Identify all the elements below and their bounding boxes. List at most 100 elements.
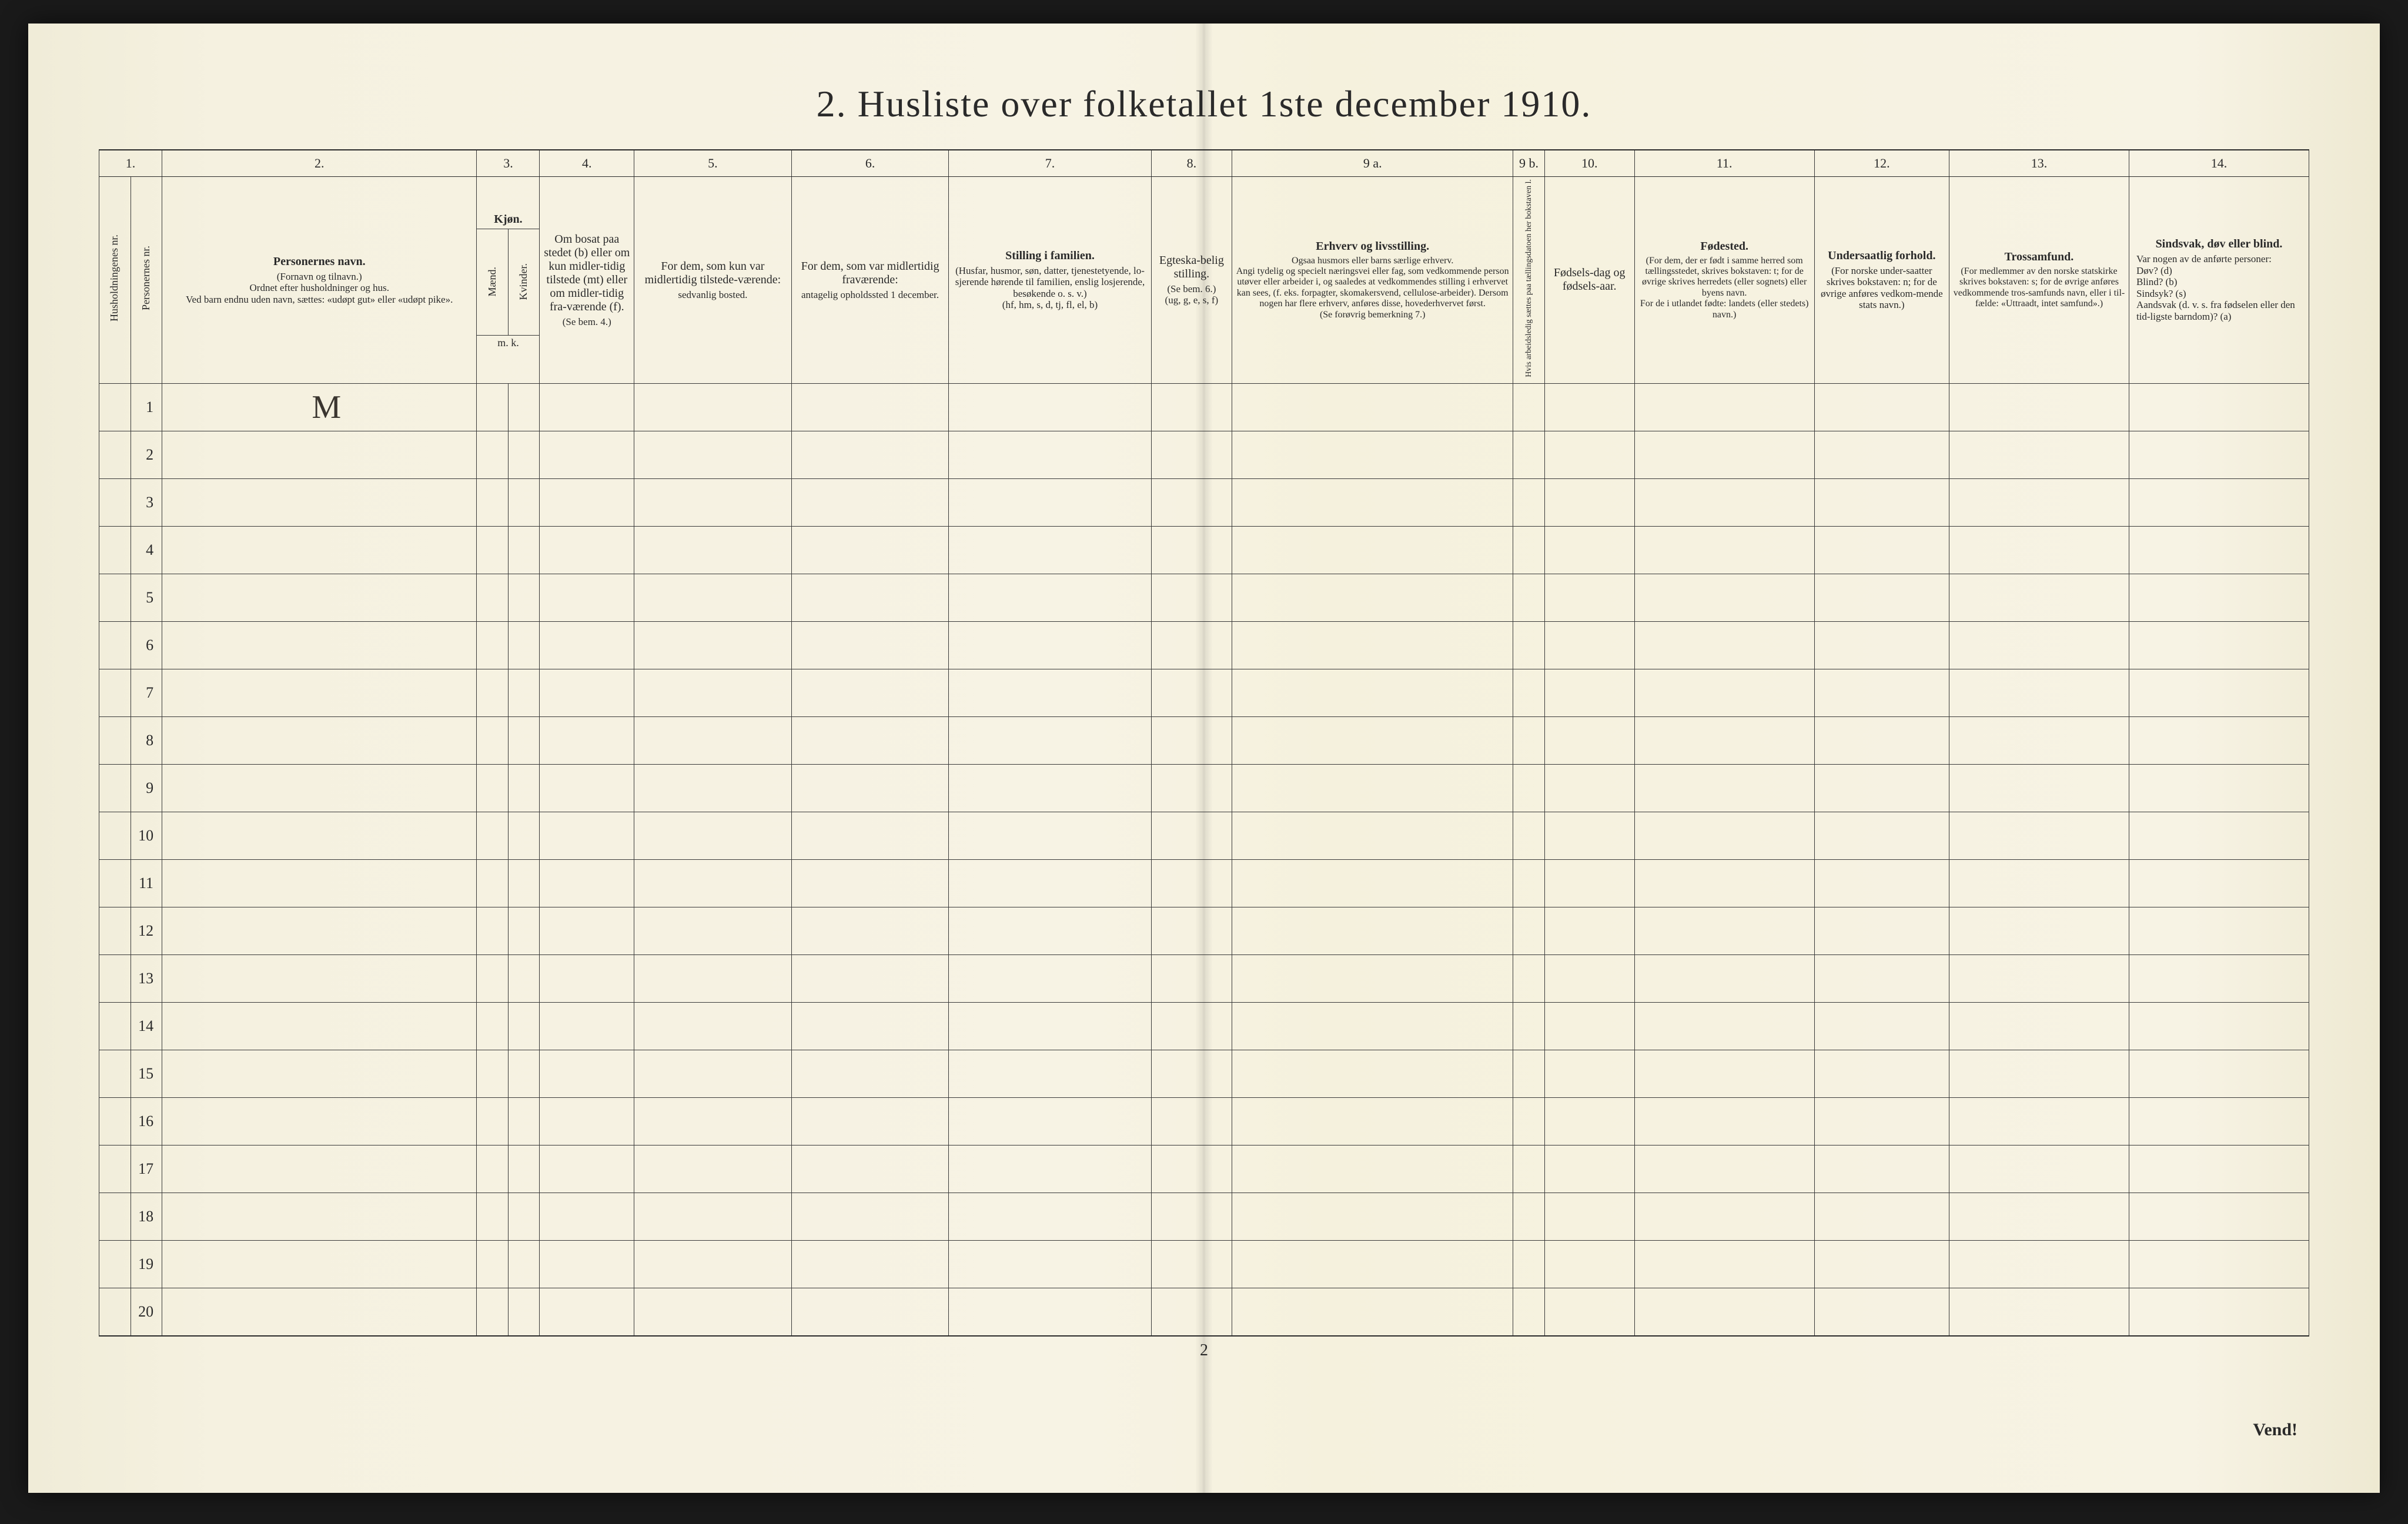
table-cell: 12 [131,907,162,954]
table-cell [2129,669,2309,716]
table-cell [2129,478,2309,526]
table-cell [949,716,1151,764]
table-cell [2129,1002,2309,1050]
table-cell [1544,383,1634,431]
table-cell [1151,383,1232,431]
table-cell [1544,907,1634,954]
table-cell [1814,621,1949,669]
table-cell [540,431,634,478]
table-cell [1949,907,2129,954]
table-row: 19 [99,1240,2309,1288]
table-cell [99,907,131,954]
table-cell [1513,954,1545,1002]
table-cell [791,1097,949,1145]
table-cell [540,812,634,859]
table-cell [1151,1145,1232,1193]
table-cell [508,764,540,812]
table-cell: 9 [131,764,162,812]
table-cell [1814,574,1949,621]
table-cell [162,621,477,669]
colnum: 10. [1544,150,1634,177]
table-cell [1151,526,1232,574]
table-cell [1513,812,1545,859]
table-row: 8 [99,716,2309,764]
table-cell [1544,1002,1634,1050]
table-cell [1949,1050,2129,1097]
table-cell [1513,669,1545,716]
col-header-name: Personernes navn. (Fornavn og tilnavn.) … [162,177,477,384]
table-cell [540,954,634,1002]
table-cell [477,716,509,764]
table-cell [1949,1288,2129,1336]
table-cell [949,1002,1151,1050]
table-cell [1151,1097,1232,1145]
table-cell [1513,1288,1545,1336]
table-cell [791,621,949,669]
table-cell [1634,1193,1814,1240]
col-header-unemployed: Hvis arbeidsledig sættes paa tællingsdat… [1513,177,1545,384]
table-cell [1814,954,1949,1002]
table-row: 6 [99,621,2309,669]
table-cell [1544,1050,1634,1097]
table-cell [1513,621,1545,669]
table-cell [540,526,634,574]
table-cell [1513,574,1545,621]
table-cell [477,954,509,1002]
table-cell [1949,383,2129,431]
table-cell [791,764,949,812]
table-row: 15 [99,1050,2309,1097]
table-cell [540,1193,634,1240]
table-cell [791,1288,949,1336]
table-cell [477,1193,509,1240]
table-cell [2129,431,2309,478]
table-cell: 11 [131,859,162,907]
table-cell [634,431,792,478]
table-cell [477,383,509,431]
table-cell [99,669,131,716]
table-cell: 13 [131,954,162,1002]
table-cell [1814,383,1949,431]
table-cell [477,1097,509,1145]
table-cell [1232,907,1513,954]
table-cell [1634,764,1814,812]
table-cell [162,574,477,621]
table-cell [1634,383,1814,431]
table-cell [1544,1193,1634,1240]
table-cell: 10 [131,812,162,859]
page-number: 2 [99,1341,2309,1360]
table-row: 3 [99,478,2309,526]
table-cell [1949,764,2129,812]
table-cell [1544,1240,1634,1288]
table-cell [791,859,949,907]
table-cell [1151,621,1232,669]
table-cell [99,954,131,1002]
table-cell [1634,1288,1814,1336]
table-row: 20 [99,1288,2309,1336]
table-cell [1232,1193,1513,1240]
table-cell [508,1145,540,1193]
table-cell: 8 [131,716,162,764]
table-cell [99,1050,131,1097]
table-cell [949,812,1151,859]
table-cell [1634,1145,1814,1193]
table-cell: 5 [131,574,162,621]
table-cell [162,669,477,716]
table-cell [1232,574,1513,621]
table-cell [634,1288,792,1336]
colnum: 3. [477,150,540,177]
table-cell [1634,574,1814,621]
table-cell [1949,574,2129,621]
table-row: 10 [99,812,2309,859]
table-cell [634,1002,792,1050]
table-cell [1544,716,1634,764]
table-cell [1544,669,1634,716]
table-row: 11 [99,859,2309,907]
col-header-occupation: Erhverv og livsstilling. Ogsaa husmors e… [1232,177,1513,384]
table-cell [162,1097,477,1145]
table-cell [1544,1288,1634,1336]
table-cell [634,716,792,764]
table-cell [1513,1240,1545,1288]
table-cell [99,478,131,526]
table-cell [162,1050,477,1097]
table-cell [634,1193,792,1240]
